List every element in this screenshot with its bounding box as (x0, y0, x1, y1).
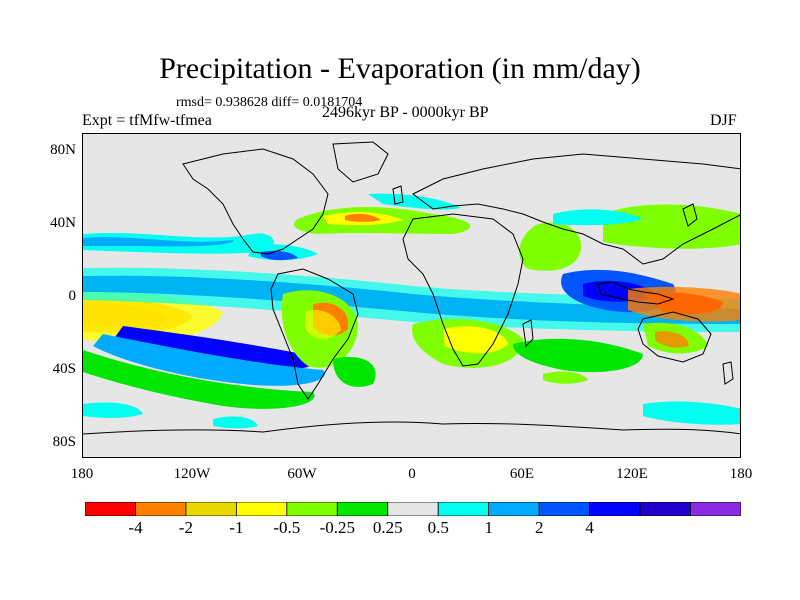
colorbar-label-8: 2 (534, 518, 544, 537)
colorbar-box-10 (589, 502, 641, 516)
field-aus-orange (655, 331, 689, 348)
colorbar-box-4 (286, 502, 338, 516)
lon-label-120e: 120E (616, 466, 648, 482)
plot-title: Precipitation - Evaporation (in mm/day) (159, 52, 641, 85)
field-spac-green (513, 338, 643, 373)
anomaly-field (83, 193, 740, 429)
field-so-green (543, 371, 588, 384)
field-eurasia-green (603, 204, 740, 249)
colorbar-box-7 (437, 502, 490, 516)
colorbar-box-9 (538, 502, 591, 516)
field-satl-green (333, 356, 376, 387)
colorbar-box-0 (85, 502, 136, 516)
colorbar-box-1 (135, 502, 187, 516)
colorbar-label-0: -4 (128, 518, 143, 537)
field-so-cyan-1 (83, 402, 143, 418)
field-so-cyan-3 (643, 401, 740, 425)
lat-label-0: 0 (68, 288, 77, 304)
lat-label-80s: 80S (52, 434, 76, 450)
coast-indonesia (597, 281, 675, 305)
colorbar-label-3: -0.5 (273, 518, 301, 537)
colorbar-box-11 (639, 502, 691, 516)
colorbar-label-2: -1 (229, 518, 244, 537)
field-itcz-cyan (83, 267, 740, 332)
coast-eurasia (412, 153, 740, 265)
coast-madagascar (522, 319, 534, 348)
coast-uk (392, 185, 404, 205)
period-label: 2496kyr BP - 0000kyr BP (322, 104, 489, 121)
lon-label-0: 0 (408, 466, 416, 482)
lon-label-180e: 180 (729, 466, 753, 482)
coastlines (83, 141, 740, 435)
field-sh-cyan (93, 334, 325, 386)
field-natl-cyan (368, 193, 461, 210)
lon-label-60e: 60E (509, 466, 535, 482)
season-label: DJF (710, 112, 737, 129)
colorbar-label-6: 0.5 (427, 518, 449, 537)
lon-label-120w: 120W (173, 466, 211, 482)
field-eurasia-cyan (553, 209, 643, 226)
coast-greenland (332, 141, 389, 183)
lat-label-80n: 80N (50, 142, 76, 158)
map-canvas (83, 141, 740, 435)
coast-africa (402, 213, 524, 367)
lon-label-180w: 180 (70, 466, 94, 482)
colorbar-box-12 (690, 502, 741, 516)
field-sh-green (83, 350, 315, 409)
field-so-cyan-2 (213, 416, 258, 429)
coast-new-zealand (722, 361, 734, 385)
field-nafrica-green (519, 222, 582, 271)
colorbar-box-2 (185, 502, 237, 516)
colorbar-box-5 (336, 502, 389, 516)
field-samerica-yellow (305, 310, 341, 339)
lat-label-40s: 40S (52, 361, 76, 377)
colorbar-label-1: -2 (178, 518, 193, 537)
colorbar-box-8 (488, 502, 540, 516)
coast-australia (637, 311, 712, 363)
lon-label-60w: 60W (287, 466, 317, 482)
colorbar-label-7: 1 (484, 518, 493, 537)
colorbar (85, 502, 741, 516)
coast-japan (682, 203, 698, 227)
coast-north-america (182, 148, 329, 255)
rmsd-diff-stats: rmsd= 0.938628 diff= 0.0181704 (176, 95, 363, 110)
coast-south-america (270, 268, 359, 400)
field-sh-blue (113, 326, 316, 371)
experiment-label: Expt = tfMfw-tfmea (82, 112, 212, 129)
coast-antarctica (83, 421, 740, 435)
colorbar-label-9: 4 (585, 518, 594, 537)
colorbar-box-6 (387, 502, 439, 516)
colorbar-label-4: -0.25 (319, 518, 355, 537)
field-safrica-yellow (443, 326, 508, 354)
colorbar-label-5: 0.25 (372, 518, 403, 537)
world-map (82, 133, 741, 458)
field-natl-orange (345, 213, 381, 222)
field-wpac-orange (628, 286, 740, 322)
field-npac-blue (83, 237, 234, 247)
colorbar-boxes (85, 502, 741, 516)
lat-label-40n: 40N (50, 215, 76, 231)
colorbar-box-3 (235, 502, 288, 516)
